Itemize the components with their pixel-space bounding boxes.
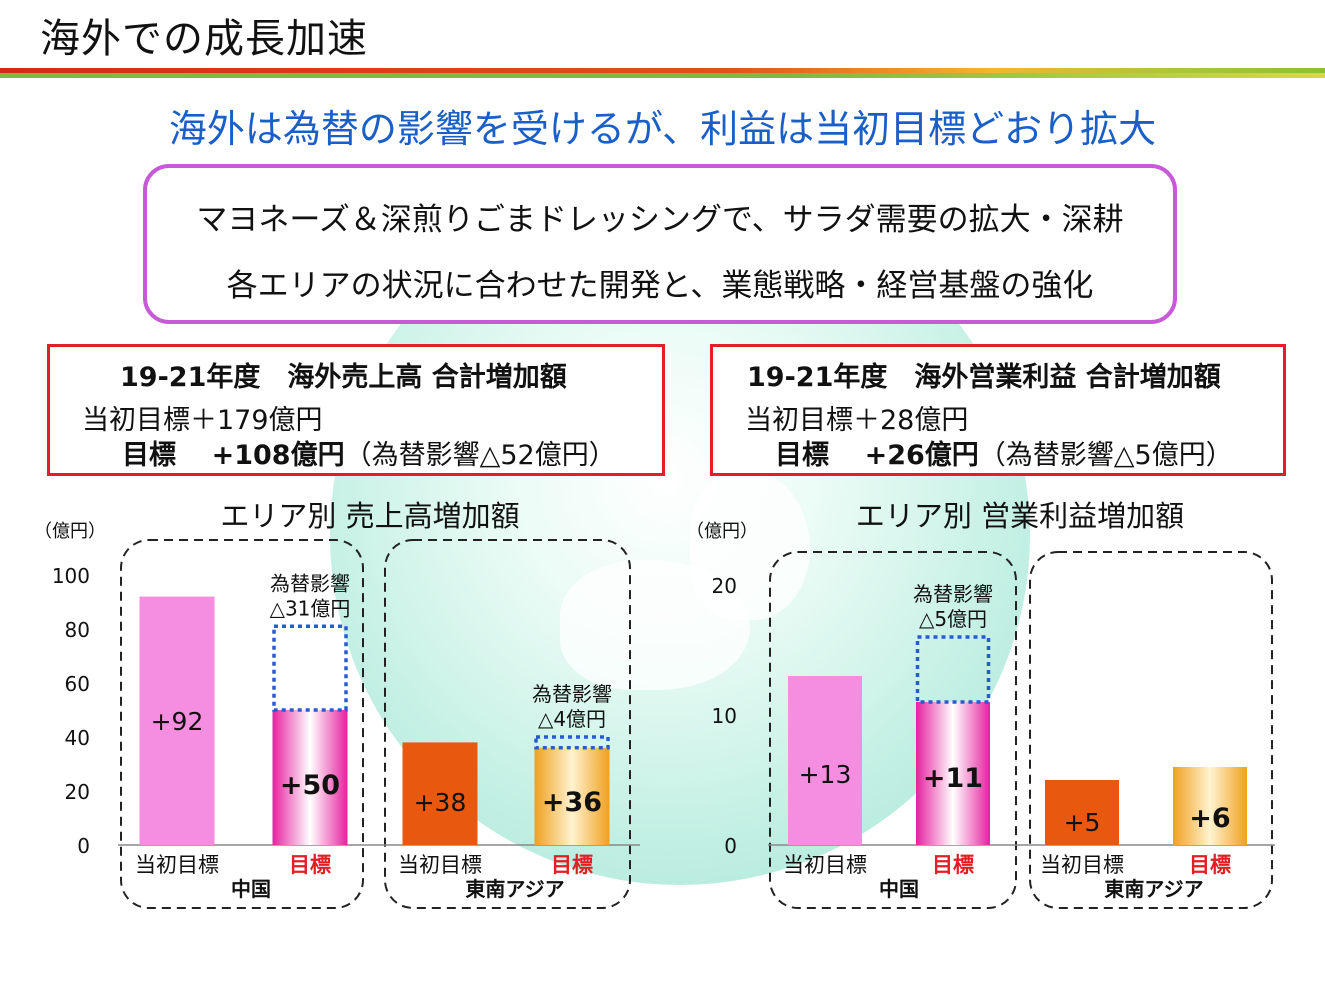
- data-label: +6: [1189, 803, 1230, 834]
- sales-summary-note: （為替影響△52億円）: [344, 440, 616, 471]
- strategy-box: マヨネーズ＆深煎りごまドレッシングで、サラダ需要の拡大・深耕 各エリアの状況に合…: [143, 164, 1177, 324]
- bar: [788, 676, 862, 845]
- profit-summary-note: （為替影響△5億円）: [978, 440, 1233, 471]
- y-tick-label: 100: [52, 564, 90, 588]
- bar: [402, 742, 478, 845]
- profit-summary-target-label: 目標: [775, 440, 856, 471]
- bar: [1045, 780, 1119, 845]
- group-label: 東南アジア: [465, 877, 564, 901]
- globe-landmass: [690, 470, 810, 620]
- profit-summary-initial: 当初目標＋28億円: [745, 405, 969, 436]
- category-label: 当初目標: [1040, 853, 1124, 877]
- strategy-line-1: マヨネーズ＆深煎りごまドレッシングで、サラダ需要の拡大・深耕: [196, 202, 1124, 238]
- profit-summary-box: 19-21年度 海外営業利益 合計増加額 当初目標＋28億円 目標 +26億円（…: [710, 344, 1286, 476]
- header-divider: [0, 68, 1325, 73]
- fx-impact-value: △4億円: [538, 707, 606, 731]
- bar: [1173, 767, 1247, 845]
- y-tick-label: 10: [712, 704, 737, 728]
- header-divider-accent: [0, 73, 1325, 78]
- sales-summary-box: 19-21年度 海外売上高 合計増加額 当初目標＋179億円 目標 +108億円…: [47, 344, 665, 476]
- fx-impact-box: [915, 635, 991, 704]
- bar: [534, 747, 610, 845]
- y-tick-label: 80: [65, 618, 90, 642]
- profit-summary-heading: 19-21年度 海外営業利益 合計増加額: [747, 362, 1221, 393]
- group-frame: [769, 551, 1017, 909]
- category-label: 当初目標: [135, 853, 219, 877]
- category-label: 当初目標: [398, 853, 482, 877]
- group-label: 東南アジア: [1104, 877, 1203, 901]
- data-label: +36: [542, 787, 602, 818]
- fx-impact-value: △5億円: [919, 607, 987, 631]
- fx-impact-label: 為替影響: [270, 571, 350, 595]
- data-label: +92: [151, 707, 204, 736]
- data-label: +5: [1064, 808, 1101, 837]
- sales-summary-target-label: 目標: [122, 440, 203, 471]
- sales-summary-initial: 当初目標＋179億円: [82, 405, 323, 436]
- group-frame: [1029, 551, 1273, 909]
- bar: [139, 596, 215, 845]
- group-label: 中国: [879, 877, 919, 901]
- fx-impact-label: 為替影響: [532, 682, 612, 706]
- data-label: +38: [414, 788, 467, 817]
- fx-impact-box: [534, 735, 610, 750]
- bar: [272, 710, 348, 845]
- fx-impact-value: △31億円: [270, 596, 351, 620]
- group-frame: [384, 539, 631, 909]
- bar: [916, 702, 990, 845]
- sales-summary-target: 目標 +108億円（為替影響△52億円）: [122, 433, 616, 472]
- y-tick-label: 40: [65, 726, 90, 750]
- profit-increase-chart: エリア別 営業利益増加額 （億円） 0 10 20 +13 当初目標 為替影響△5億円 +11 目…: [686, 499, 1275, 909]
- y-axis-unit-label: （億円）: [686, 521, 758, 542]
- page-subtitle: 海外は為替の影響を受けるが、利益は当初目標どおり拡大: [168, 107, 1157, 151]
- category-label: 目標: [551, 853, 593, 877]
- sales-summary-heading: 19-21年度 海外売上高 合計増加額: [120, 362, 567, 393]
- fx-impact-label: 為替影響: [913, 582, 993, 606]
- category-label: 目標: [1189, 853, 1231, 877]
- group-label: 中国: [231, 877, 271, 901]
- fx-impact-box: [272, 624, 348, 712]
- profit-summary-target: 目標 +26億円（為替影響△5億円）: [775, 433, 1233, 472]
- y-axis-unit-label: （億円）: [34, 521, 106, 542]
- y-tick-label: 60: [65, 672, 90, 696]
- y-tick-label: 20: [712, 574, 737, 598]
- chart-title: エリア別 営業利益増加額: [856, 499, 1184, 533]
- sales-summary-target-value: +108億円: [211, 440, 345, 471]
- category-label: 目標: [932, 853, 974, 877]
- category-label: 目標: [289, 853, 331, 877]
- chart-title: エリア別 売上高増加額: [220, 499, 519, 533]
- page-title: 海外での成長加速: [40, 16, 368, 62]
- y-tick-label: 0: [724, 834, 737, 858]
- data-label: +11: [923, 763, 983, 794]
- profit-summary-target-value: +26億円: [864, 440, 979, 471]
- category-label: 当初目標: [783, 853, 867, 877]
- y-tick-label: 0: [77, 834, 90, 858]
- y-tick-label: 20: [65, 780, 90, 804]
- sales-increase-chart: エリア別 売上高増加額（億円）020406080100+92当初目標為替影響△3…: [34, 499, 640, 909]
- strategy-line-2: 各エリアの状況に合わせた開発と、業態戦略・経営基盤の強化: [226, 268, 1094, 304]
- data-label: +50: [280, 770, 340, 801]
- data-label: +13: [799, 760, 852, 789]
- group-frame: [120, 539, 364, 909]
